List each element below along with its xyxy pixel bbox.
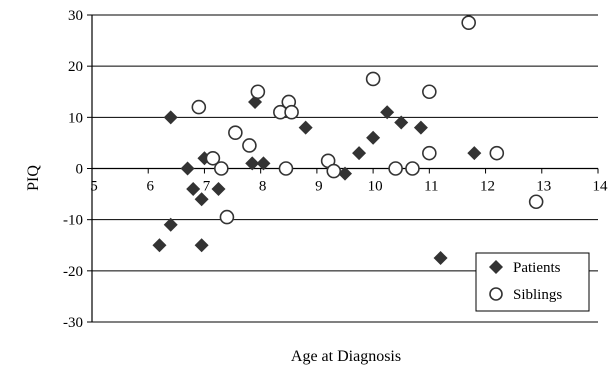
patient-point bbox=[256, 156, 271, 171]
x-tick-label: 6 bbox=[146, 179, 154, 195]
y-tick-label: -30 bbox=[63, 315, 83, 331]
x-tick-label: 14 bbox=[593, 179, 609, 195]
x-axis-title: Age at Diagnosis bbox=[291, 348, 401, 365]
sibling-point bbox=[388, 161, 403, 176]
y-tick-label: 10 bbox=[68, 110, 83, 126]
patient-point bbox=[413, 120, 428, 135]
sibling-point bbox=[528, 194, 544, 210]
x-tick-label: 7 bbox=[203, 179, 211, 195]
tick-labels: 30 20 10 0 -10 -20 -30 5 6 7 8 9 10 11 12 13 14 bbox=[63, 8, 608, 331]
x-tick-label: 8 bbox=[259, 179, 267, 195]
x-tick-label: 13 bbox=[536, 179, 551, 195]
patient-point bbox=[194, 192, 209, 207]
patient-point bbox=[163, 110, 178, 125]
patient-point bbox=[245, 156, 260, 171]
patient-point bbox=[366, 130, 381, 145]
patient-point bbox=[467, 146, 482, 161]
y-tick-label: 20 bbox=[68, 59, 83, 75]
x-tick-label: 12 bbox=[480, 179, 495, 195]
x-tick-label: 11 bbox=[424, 179, 438, 195]
x-tick-label: 9 bbox=[315, 179, 323, 195]
sibling-point bbox=[214, 161, 229, 176]
sibling-point bbox=[461, 15, 476, 30]
sibling-point bbox=[422, 84, 437, 100]
sibling-point bbox=[422, 145, 437, 161]
sibling-point bbox=[278, 161, 294, 176]
patient-point bbox=[380, 105, 395, 120]
legend-patients-marker bbox=[489, 260, 503, 274]
patient-point bbox=[186, 181, 201, 196]
patient-point bbox=[163, 217, 178, 232]
sibling-point bbox=[489, 145, 505, 161]
patient-point bbox=[338, 166, 352, 181]
sibling-point bbox=[250, 84, 266, 100]
sibling-point bbox=[405, 161, 420, 176]
sibling-point bbox=[242, 138, 257, 153]
y-tick-label: -20 bbox=[63, 264, 83, 280]
patient-point bbox=[433, 251, 448, 266]
sibling-point bbox=[191, 99, 207, 115]
patient-point bbox=[352, 146, 367, 161]
y-tick-label: 30 bbox=[68, 8, 83, 24]
legend-patients-label: Patients bbox=[513, 260, 561, 276]
patient-point bbox=[211, 181, 226, 196]
sibling-point bbox=[228, 125, 243, 140]
sibling-point bbox=[326, 163, 342, 179]
patient-point bbox=[194, 238, 209, 253]
sibling-point bbox=[219, 209, 235, 225]
sibling-point bbox=[205, 150, 221, 166]
legend-siblings-marker bbox=[489, 287, 503, 301]
y-axis-title: PIQ bbox=[25, 165, 42, 191]
sibling-point bbox=[365, 71, 381, 87]
legend-siblings-label: Siblings bbox=[513, 287, 562, 303]
patient-point bbox=[394, 115, 409, 130]
patient-point bbox=[298, 120, 313, 135]
patient-point bbox=[180, 161, 195, 176]
x-tick-label: 5 bbox=[90, 179, 98, 195]
sibling-point bbox=[284, 104, 299, 120]
legend: Patients Siblings bbox=[475, 252, 590, 312]
y-tick-label: 0 bbox=[76, 162, 84, 178]
x-tick-label: 10 bbox=[368, 179, 383, 195]
patient-point bbox=[152, 238, 167, 253]
data-points bbox=[152, 15, 544, 266]
y-tick-label: -10 bbox=[63, 213, 83, 229]
